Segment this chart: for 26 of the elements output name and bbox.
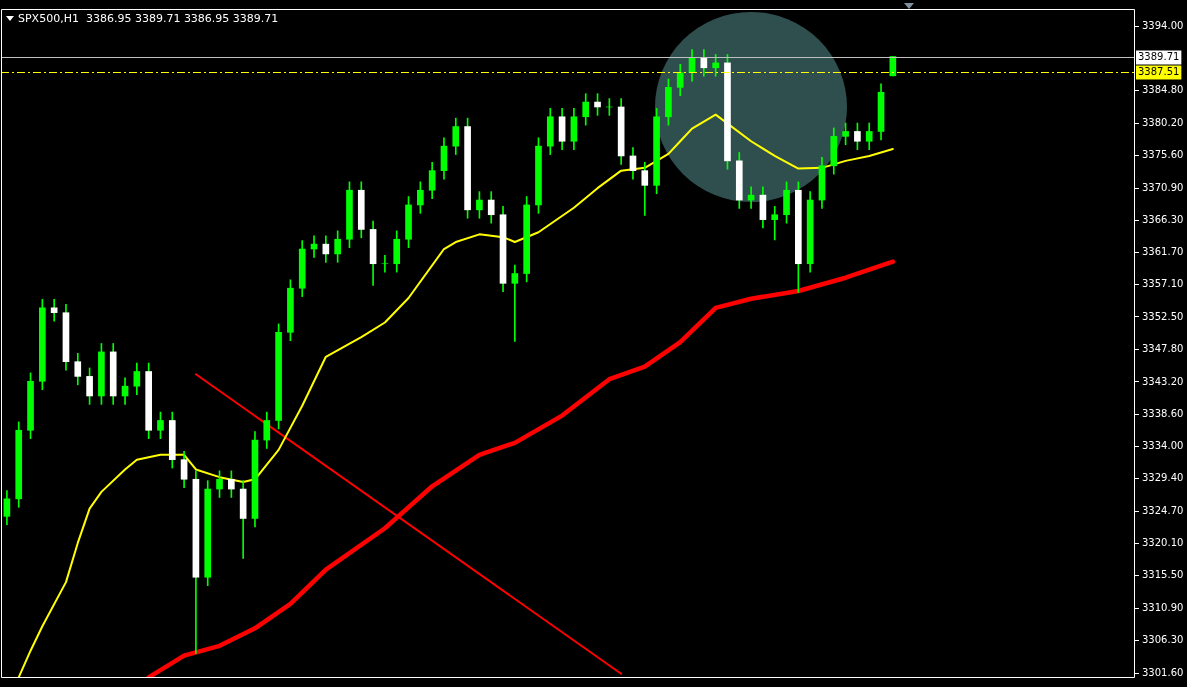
candlestick xyxy=(771,206,779,241)
y-tick-label: 3394.00 xyxy=(1142,20,1184,32)
y-tick-label: 3347.80 xyxy=(1142,343,1184,355)
y-tick-label: 3301.60 xyxy=(1142,666,1184,678)
y-tick-label: 3384.80 xyxy=(1142,84,1184,96)
y-tick-label: 3320.10 xyxy=(1142,537,1184,549)
y-tick-label: 3361.70 xyxy=(1142,246,1184,258)
y-tick-label: 3334.00 xyxy=(1142,439,1184,451)
y-tick-label: 3380.20 xyxy=(1142,116,1184,128)
y-tick-label: 3306.30 xyxy=(1142,633,1184,645)
y-tick-label: 3338.60 xyxy=(1142,407,1184,419)
y-tick-label: 3357.10 xyxy=(1142,278,1184,290)
y-tick-label: 3343.20 xyxy=(1142,375,1184,387)
candlestick xyxy=(511,264,519,342)
ref-line-label: 3387.51 xyxy=(1138,66,1180,78)
y-tick-label: 3310.90 xyxy=(1142,601,1184,613)
y-tick-label: 3324.70 xyxy=(1142,505,1184,517)
candlestick xyxy=(381,255,389,273)
y-tick-label: 3375.60 xyxy=(1142,148,1184,160)
y-tick-label: 3315.50 xyxy=(1142,569,1184,581)
y-tick-label: 3329.40 xyxy=(1142,472,1184,484)
chart-title: SPX500,H1 3386.95 3389.71 3386.95 3389.71 xyxy=(18,12,279,25)
y-tick-label: 3370.90 xyxy=(1142,181,1184,193)
ref-line-label: 3389.71 xyxy=(1138,51,1180,63)
y-tick-label: 3366.30 xyxy=(1142,213,1184,225)
y-tick-label: 3352.50 xyxy=(1142,310,1184,322)
